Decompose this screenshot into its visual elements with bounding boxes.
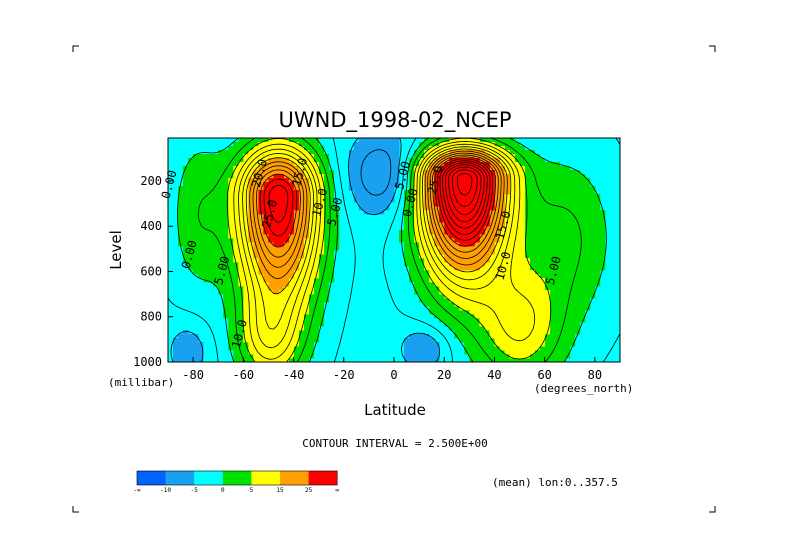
contour-line bbox=[245, 148, 508, 295]
colorbar-label: ∞ bbox=[335, 487, 339, 494]
colorbar-swatch bbox=[194, 471, 224, 485]
colorbar: -∞ -10 -5 0 5 15 25 ∞ bbox=[133, 470, 339, 494]
chart-title: UWND_1998-02_NCEP bbox=[278, 108, 511, 133]
contour-line bbox=[268, 160, 491, 235]
x-tick-label: 60 bbox=[537, 368, 551, 382]
field-band bbox=[173, 138, 440, 363]
y-tick-label: 600 bbox=[140, 264, 162, 278]
x-tick-label: 20 bbox=[437, 368, 451, 382]
x-axis-ticks: -80 -60 -40 -20 0 20 40 60 80 bbox=[182, 357, 602, 382]
contour-line bbox=[238, 143, 516, 349]
colorbar-label: -∞ bbox=[133, 487, 141, 494]
colorbar-label: 15 bbox=[276, 487, 284, 494]
contour-line bbox=[170, 137, 441, 363]
x-tick-label: 0 bbox=[390, 368, 397, 382]
colorbar-swatch bbox=[137, 471, 166, 485]
contour-line bbox=[456, 173, 473, 196]
x-axis-title: Latitude bbox=[364, 401, 426, 419]
corner-marks bbox=[72, 45, 716, 513]
y-tick-label: 400 bbox=[140, 219, 162, 233]
colorbar-frame bbox=[136, 470, 338, 486]
contour-line bbox=[197, 137, 582, 363]
wind-field bbox=[168, 138, 621, 363]
colorbar-swatch bbox=[308, 471, 338, 485]
y-units-label: (millibar) bbox=[108, 376, 174, 389]
colorbar-label: 25 bbox=[305, 487, 313, 494]
contour-line bbox=[177, 137, 607, 363]
field-band bbox=[168, 138, 621, 363]
contour-lines bbox=[167, 137, 621, 363]
y-tick-label: 1000 bbox=[133, 355, 162, 369]
field-band bbox=[258, 158, 495, 247]
contour-line bbox=[256, 154, 499, 258]
x-units-label: (degrees_north) bbox=[534, 382, 633, 395]
colorbar-label: -10 bbox=[160, 487, 171, 494]
contour-line bbox=[226, 137, 552, 363]
contour-interval-label: CONTOUR INTERVAL = 2.500E+00 bbox=[302, 437, 487, 450]
contour-line bbox=[445, 164, 485, 223]
y-axis-ticks: 200 400 600 800 1000 bbox=[133, 174, 173, 369]
field-band bbox=[178, 138, 606, 363]
colorbar-swatch bbox=[222, 471, 252, 485]
contour-line bbox=[252, 152, 502, 268]
contour-line bbox=[442, 162, 488, 229]
colorbar-swatch bbox=[280, 471, 309, 485]
plot-area: 20.0 15.010.05.000.000.005.0010.025.05.00… bbox=[159, 137, 621, 363]
field-band bbox=[248, 150, 510, 295]
colorbar-label: 5 bbox=[250, 487, 254, 494]
colorbar-label: -5 bbox=[191, 487, 199, 494]
y-axis-title: Level bbox=[107, 230, 125, 270]
contour-line bbox=[233, 141, 536, 360]
x-tick-label: 40 bbox=[487, 368, 501, 382]
colorbar-swatch bbox=[251, 471, 281, 485]
contour-line bbox=[167, 137, 621, 363]
y-tick-label: 800 bbox=[140, 310, 162, 324]
x-tick-label: -60 bbox=[232, 368, 254, 382]
colorbar-swatch bbox=[165, 471, 195, 485]
contour-line bbox=[263, 158, 494, 241]
contour-line bbox=[242, 146, 512, 330]
contour-line bbox=[451, 169, 478, 207]
subset-label: (mean) lon:0..357.5 bbox=[492, 476, 618, 489]
contour-line bbox=[259, 156, 496, 248]
contour-line bbox=[448, 166, 482, 216]
x-tick-label: -40 bbox=[283, 368, 305, 382]
x-tick-label: -80 bbox=[182, 368, 204, 382]
contour-line bbox=[249, 150, 505, 280]
x-tick-label: 80 bbox=[588, 368, 602, 382]
y-tick-label: 200 bbox=[140, 174, 162, 188]
contour-line bbox=[360, 149, 392, 196]
colorbar-label: 0 bbox=[221, 487, 225, 494]
x-tick-label: -20 bbox=[333, 368, 355, 382]
